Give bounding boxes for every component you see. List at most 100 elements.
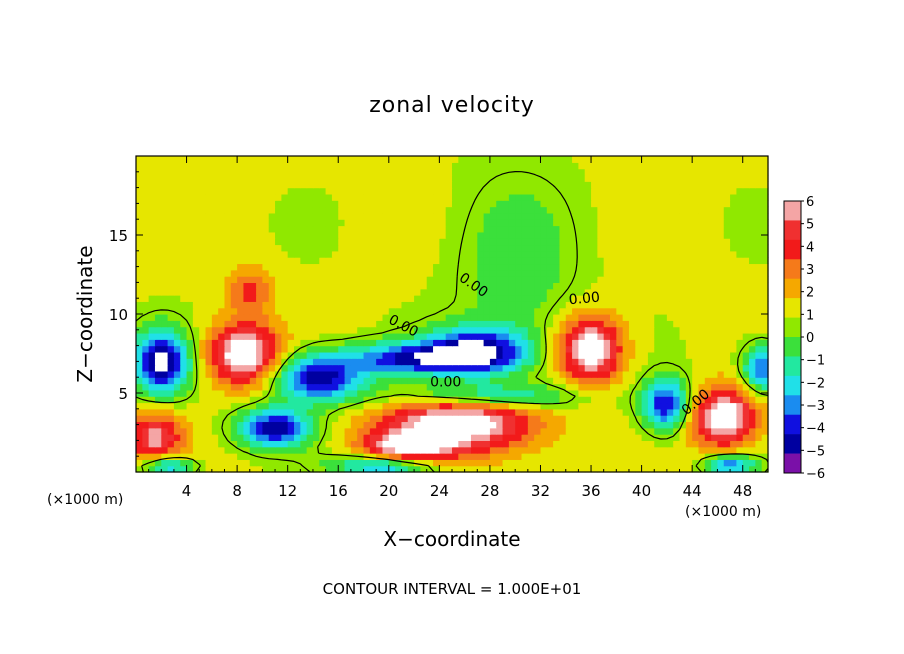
- heatmap-cell: [534, 193, 542, 201]
- heatmap-cell: [483, 364, 491, 372]
- heatmap-cell: [666, 193, 674, 201]
- heatmap-cell: [312, 288, 320, 296]
- heatmap-cell: [275, 168, 282, 176]
- heatmap-cell: [192, 238, 200, 246]
- heatmap-cell: [496, 238, 504, 246]
- heatmap-cell: [306, 269, 314, 277]
- heatmap-cell: [489, 345, 497, 353]
- heatmap-cell: [610, 193, 617, 201]
- heatmap-cell: [679, 257, 687, 265]
- heatmap-cell: [268, 364, 276, 372]
- heatmap-cell: [496, 440, 504, 448]
- heatmap-cell: [136, 301, 143, 309]
- heatmap-cell: [237, 339, 245, 347]
- heatmap-cell: [540, 206, 548, 214]
- heatmap-cell: [173, 250, 181, 258]
- heatmap-cell: [376, 421, 384, 429]
- heatmap-cell: [704, 396, 712, 404]
- heatmap-cell: [470, 358, 478, 366]
- heatmap-cell: [723, 276, 731, 283]
- heatmap-cell: [294, 282, 301, 290]
- heatmap-cell: [420, 332, 428, 340]
- heatmap-cell: [180, 370, 188, 378]
- heatmap-cell: [173, 162, 181, 170]
- heatmap-cell: [445, 193, 453, 201]
- heatmap-cell: [344, 345, 352, 353]
- heatmap-cell: [199, 168, 207, 176]
- heatmap-cell: [268, 219, 276, 227]
- heatmap-cell: [407, 383, 415, 391]
- heatmap-cell: [186, 231, 194, 239]
- heatmap-cell: [275, 320, 282, 328]
- heatmap-cell: [186, 389, 194, 397]
- heatmap-cell: [610, 276, 617, 283]
- heatmap-cell: [692, 244, 700, 252]
- heatmap-cell: [502, 244, 510, 252]
- heatmap-cell: [584, 446, 592, 454]
- heatmap-cell: [515, 181, 523, 189]
- heatmap-cell: [685, 446, 693, 454]
- heatmap-cell: [433, 446, 440, 454]
- heatmap-cell: [136, 250, 143, 258]
- heatmap-cell: [401, 269, 409, 277]
- heatmap-cell: [426, 282, 434, 290]
- heatmap-cell: [205, 427, 213, 435]
- heatmap-cell: [464, 238, 472, 246]
- heatmap-cell: [211, 225, 219, 233]
- heatmap-cell: [148, 206, 156, 214]
- heatmap-cell: [641, 276, 649, 283]
- heatmap-cell: [654, 187, 662, 195]
- heatmap-cell: [344, 396, 352, 404]
- heatmap-cell: [717, 351, 725, 359]
- heatmap-cell: [344, 465, 352, 473]
- heatmap-cell: [508, 206, 516, 214]
- heatmap-cell: [578, 276, 586, 283]
- heatmap-cell: [331, 345, 339, 353]
- heatmap-cell: [508, 434, 516, 441]
- heatmap-cell: [237, 301, 245, 309]
- heatmap-cell: [591, 326, 598, 334]
- heatmap-cell: [692, 402, 700, 410]
- heatmap-cell: [218, 351, 226, 359]
- heatmap-cell: [186, 421, 194, 429]
- heatmap-cell: [749, 421, 756, 429]
- heatmap-cell: [395, 332, 403, 340]
- heatmap-cell: [591, 351, 598, 359]
- heatmap-cell: [180, 345, 188, 353]
- heatmap-cell: [496, 219, 504, 227]
- heatmap-cell: [395, 225, 403, 233]
- heatmap-cell: [414, 459, 421, 467]
- heatmap-cell: [192, 269, 200, 277]
- heatmap-cell: [420, 168, 428, 176]
- heatmap-cell: [616, 345, 624, 353]
- heatmap-cell: [294, 250, 301, 258]
- heatmap-cell: [281, 295, 289, 302]
- heatmap-cell: [199, 162, 207, 170]
- heatmap-cell: [679, 193, 687, 201]
- heatmap-cell: [407, 257, 415, 265]
- heatmap-cell: [742, 168, 750, 176]
- heatmap-cell: [483, 440, 491, 448]
- heatmap-cell: [300, 389, 308, 397]
- heatmap-cell: [186, 440, 194, 448]
- heatmap-cell: [591, 162, 598, 170]
- heatmap-cell: [736, 269, 744, 277]
- heatmap-cell: [508, 231, 516, 239]
- heatmap-cell: [268, 244, 276, 252]
- heatmap-cell: [180, 174, 188, 182]
- heatmap-cell: [698, 295, 706, 302]
- heatmap-cell: [287, 301, 295, 309]
- heatmap-cell: [591, 396, 598, 404]
- heatmap-cell: [698, 276, 706, 283]
- heatmap-cell: [553, 377, 561, 385]
- heatmap-cell: [262, 465, 270, 473]
- heatmap-cell: [666, 162, 674, 170]
- heatmap-cell: [654, 269, 662, 277]
- heatmap-cell: [761, 187, 769, 195]
- heatmap-cell: [445, 370, 453, 378]
- heatmap-cell: [331, 465, 339, 473]
- heatmap-cell: [382, 276, 390, 283]
- heatmap-cell: [256, 396, 263, 404]
- heatmap-cell: [559, 174, 567, 182]
- heatmap-cell: [148, 351, 156, 359]
